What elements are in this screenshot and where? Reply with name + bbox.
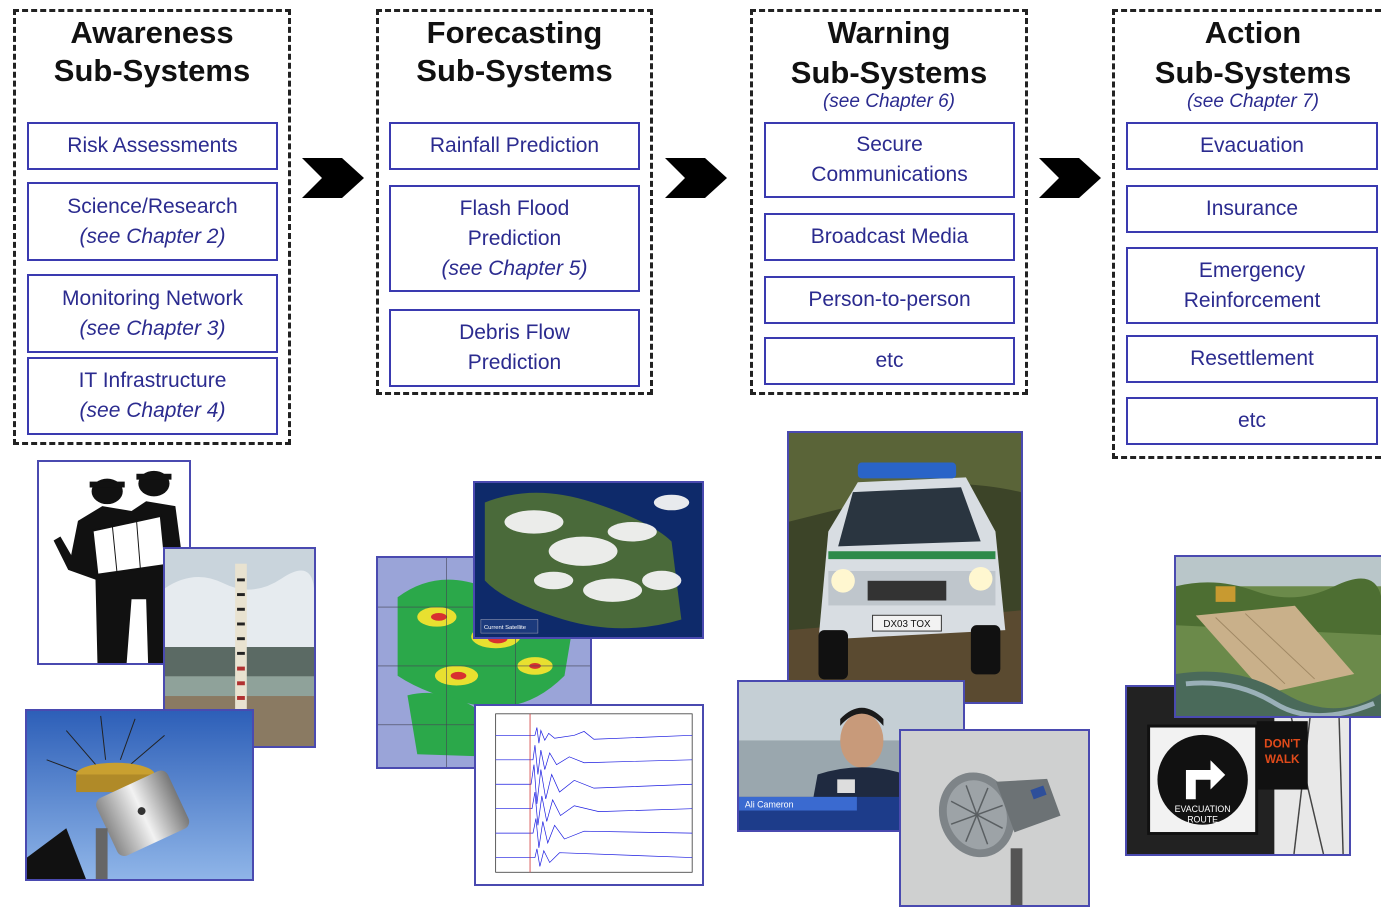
warning-title-line1: Warning — [827, 15, 951, 50]
water-level-gauge-image — [163, 547, 316, 748]
awareness-title-line1: Awareness — [70, 15, 234, 50]
action-chapter-ref: (see Chapter 7) — [1186, 91, 1319, 112]
box-insurance: Insurance — [1126, 185, 1378, 233]
sign-text-1: EVACUATION — [1175, 804, 1231, 814]
box-label-2: Prediction — [467, 351, 562, 374]
sign-text-2: ROUTE — [1187, 815, 1218, 825]
box-label: Secure — [856, 133, 923, 156]
box-label: etc — [875, 349, 904, 372]
box-debris-flow-prediction: Debris Flow Prediction — [389, 309, 640, 387]
box-evacuation: Evacuation — [1126, 122, 1378, 170]
box-resettlement: Resettlement — [1126, 335, 1378, 383]
news-banner-text: Ali Cameron — [745, 800, 794, 810]
dont-walk-text-1: DON'T — [1264, 738, 1301, 751]
forecasting-group: Forecasting Sub-Systems Rainfall Predict… — [376, 9, 653, 395]
box-label: Debris Flow — [459, 321, 570, 344]
warning-chapter-ref: (see Chapter 6) — [822, 91, 955, 112]
box-chapter-ref: (see Chapter 3) — [79, 316, 226, 340]
box-label-2: Communications — [811, 163, 968, 186]
box-label: Risk Assessments — [67, 134, 238, 157]
box-label: Flash Flood — [459, 196, 570, 220]
box-label: Person-to-person — [808, 288, 971, 311]
box-label: Emergency — [1198, 258, 1306, 282]
license-plate: DX03 TOX — [883, 619, 931, 630]
box-label: Monitoring Network — [62, 286, 243, 310]
action-title-line1: Action — [1204, 15, 1302, 50]
box-etc: etc — [1126, 397, 1378, 445]
box-person-to-person: Person-to-person — [764, 276, 1015, 324]
seismograph-chart-image — [474, 704, 704, 886]
satellite-cloud-image: Current Satellite — [473, 481, 704, 639]
chevron-arrow-icon — [665, 158, 727, 198]
action-title-line2: Sub-Systems — [1154, 55, 1352, 90]
box-science-research: Science/Research (see Chapter 2) — [27, 182, 278, 261]
box-monitoring-network: Monitoring Network (see Chapter 3) — [27, 274, 278, 353]
action-group: Action Sub-Systems (see Chapter 7) Evacu… — [1112, 9, 1381, 459]
box-label: Resettlement — [1190, 347, 1314, 370]
box-chapter-ref: (see Chapter 4) — [79, 399, 226, 422]
rain-gauge-sensor-image — [25, 709, 254, 881]
box-label: Insurance — [1205, 197, 1299, 220]
landslide-resettlement-image — [1174, 555, 1381, 718]
chevron-arrow-icon — [1039, 158, 1101, 198]
box-label: etc — [1237, 409, 1266, 432]
box-etc: etc — [764, 337, 1015, 385]
police-car-image: DX03 TOX — [787, 431, 1023, 704]
warning-title-line2: Sub-Systems — [790, 55, 988, 90]
box-risk-assessments: Risk Assessments — [27, 122, 278, 170]
box-it-infrastructure: IT Infrastructure (see Chapter 4) — [27, 357, 278, 435]
box-label-2: Reinforcement — [1183, 288, 1321, 312]
dont-walk-text-2: WALK — [1265, 753, 1300, 766]
box-label: IT Infrastructure — [78, 369, 227, 392]
forecasting-title-line2: Sub-Systems — [416, 53, 613, 88]
forecasting-title-line1: Forecasting — [426, 15, 603, 50]
awareness-title-line2: Sub-Systems — [53, 53, 251, 88]
engineers-silhouette-image — [37, 460, 191, 665]
box-emergency-reinforcement: Emergency Reinforcement — [1126, 247, 1378, 324]
box-label: Rainfall Prediction — [429, 134, 600, 157]
box-broadcast-media: Broadcast Media — [764, 213, 1015, 261]
box-label-2: Prediction — [467, 226, 562, 250]
box-chapter-ref: (see Chapter 5) — [441, 256, 588, 280]
box-label: Evacuation — [1200, 134, 1304, 157]
box-label: Science/Research — [67, 194, 238, 218]
awareness-group: Awareness Sub-Systems Risk Assessments S… — [13, 9, 291, 445]
box-rainfall-prediction: Rainfall Prediction — [389, 122, 640, 170]
warning-siren-image — [899, 729, 1090, 907]
box-chapter-ref: (see Chapter 2) — [79, 224, 226, 248]
satellite-label: Current Satellite — [484, 625, 526, 631]
box-secure-communications: Secure Communications — [764, 122, 1015, 198]
chevron-arrow-icon — [302, 158, 364, 198]
warning-group: Warning Sub-Systems (see Chapter 6) Secu… — [750, 9, 1028, 395]
box-label: Broadcast Media — [810, 225, 969, 248]
box-flash-flood-prediction: Flash Flood Prediction (see Chapter 5) — [389, 185, 640, 292]
